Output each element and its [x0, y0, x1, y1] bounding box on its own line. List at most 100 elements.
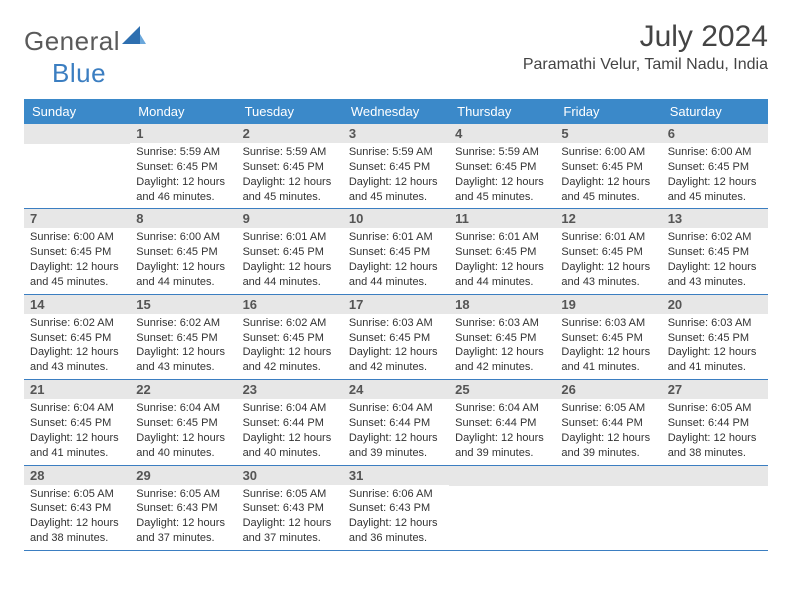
- empty-day-bar: [662, 466, 768, 486]
- daylight-line: Daylight: 12 hours and 44 minutes.: [349, 260, 443, 290]
- calendar-week-row: 21Sunrise: 6:04 AMSunset: 6:45 PMDayligh…: [24, 380, 768, 465]
- daylight-line: Daylight: 12 hours and 42 minutes.: [243, 345, 337, 375]
- calendar-day-cell: 14Sunrise: 6:02 AMSunset: 6:45 PMDayligh…: [24, 295, 130, 379]
- calendar-body: 1Sunrise: 5:59 AMSunset: 6:45 PMDaylight…: [24, 124, 768, 551]
- daylight-line: Daylight: 12 hours and 42 minutes.: [455, 345, 549, 375]
- day-number: 11: [449, 209, 555, 228]
- daylight-line: Daylight: 12 hours and 45 minutes.: [668, 175, 762, 205]
- sunrise-line: Sunrise: 6:01 AM: [349, 230, 443, 245]
- calendar-week-row: 7Sunrise: 6:00 AMSunset: 6:45 PMDaylight…: [24, 209, 768, 294]
- day-details: Sunrise: 6:00 AMSunset: 6:45 PMDaylight:…: [130, 228, 236, 293]
- sunrise-line: Sunrise: 6:01 AM: [455, 230, 549, 245]
- sunset-line: Sunset: 6:43 PM: [243, 501, 337, 516]
- day-details: Sunrise: 6:00 AMSunset: 6:45 PMDaylight:…: [662, 143, 768, 208]
- weekday-header: Monday: [130, 99, 236, 124]
- day-details: Sunrise: 6:03 AMSunset: 6:45 PMDaylight:…: [555, 314, 661, 379]
- sunset-line: Sunset: 6:43 PM: [349, 501, 443, 516]
- day-details: Sunrise: 5:59 AMSunset: 6:45 PMDaylight:…: [130, 143, 236, 208]
- calendar-day-cell: 31Sunrise: 6:06 AMSunset: 6:43 PMDayligh…: [343, 466, 449, 550]
- day-details: Sunrise: 5:59 AMSunset: 6:45 PMDaylight:…: [449, 143, 555, 208]
- weekday-header: Saturday: [662, 99, 768, 124]
- sunrise-line: Sunrise: 5:59 AM: [349, 145, 443, 160]
- day-details: Sunrise: 6:05 AMSunset: 6:43 PMDaylight:…: [237, 485, 343, 550]
- daylight-line: Daylight: 12 hours and 39 minutes.: [349, 431, 443, 461]
- daylight-line: Daylight: 12 hours and 37 minutes.: [243, 516, 337, 546]
- day-number: 6: [662, 124, 768, 143]
- sunrise-line: Sunrise: 6:05 AM: [136, 487, 230, 502]
- daylight-line: Daylight: 12 hours and 43 minutes.: [561, 260, 655, 290]
- daylight-line: Daylight: 12 hours and 44 minutes.: [455, 260, 549, 290]
- sunset-line: Sunset: 6:45 PM: [455, 245, 549, 260]
- day-number: 18: [449, 295, 555, 314]
- daylight-line: Daylight: 12 hours and 45 minutes.: [561, 175, 655, 205]
- calendar-day-cell: 21Sunrise: 6:04 AMSunset: 6:45 PMDayligh…: [24, 380, 130, 464]
- calendar-day-cell: 28Sunrise: 6:05 AMSunset: 6:43 PMDayligh…: [24, 466, 130, 550]
- sunrise-line: Sunrise: 6:04 AM: [30, 401, 124, 416]
- day-number: 28: [24, 466, 130, 485]
- daylight-line: Daylight: 12 hours and 42 minutes.: [349, 345, 443, 375]
- calendar-day-cell: 25Sunrise: 6:04 AMSunset: 6:44 PMDayligh…: [449, 380, 555, 464]
- calendar-day-cell: 11 Sunrise: 6:01 AMSunset: 6:45 PMDayligh…: [449, 209, 555, 293]
- sunset-line: Sunset: 6:44 PM: [455, 416, 549, 431]
- day-number: 14: [24, 295, 130, 314]
- day-details: Sunrise: 6:04 AMSunset: 6:44 PMDaylight:…: [449, 399, 555, 464]
- day-details: Sunrise: 6:03 AMSunset: 6:45 PMDaylight:…: [662, 314, 768, 379]
- daylight-line: Daylight: 12 hours and 43 minutes.: [136, 345, 230, 375]
- daylight-line: Daylight: 12 hours and 45 minutes.: [30, 260, 124, 290]
- daylight-line: Daylight: 12 hours and 39 minutes.: [561, 431, 655, 461]
- sunrise-line: Sunrise: 6:06 AM: [349, 487, 443, 502]
- day-number: 23: [237, 380, 343, 399]
- sunset-line: Sunset: 6:44 PM: [561, 416, 655, 431]
- sunset-line: Sunset: 6:45 PM: [455, 331, 549, 346]
- day-details: Sunrise: 6:01 AMSunset: 6:45 PMDaylight:…: [343, 228, 449, 293]
- day-number: 24: [343, 380, 449, 399]
- sunset-line: Sunset: 6:45 PM: [668, 245, 762, 260]
- day-number: 27: [662, 380, 768, 399]
- day-number: 19: [555, 295, 661, 314]
- day-number: 7: [24, 209, 130, 228]
- day-number: 21: [24, 380, 130, 399]
- sunset-line: Sunset: 6:45 PM: [561, 245, 655, 260]
- sunset-line: Sunset: 6:45 PM: [561, 331, 655, 346]
- sunset-line: Sunset: 6:45 PM: [455, 160, 549, 175]
- day-number: 1: [130, 124, 236, 143]
- calendar-day-cell: 4Sunrise: 5:59 AMSunset: 6:45 PMDaylight…: [449, 124, 555, 208]
- calendar-day-cell: 19Sunrise: 6:03 AMSunset: 6:45 PMDayligh…: [555, 295, 661, 379]
- daylight-line: Daylight: 12 hours and 38 minutes.: [668, 431, 762, 461]
- calendar-day-cell: [449, 466, 555, 550]
- daylight-line: Daylight: 12 hours and 37 minutes.: [136, 516, 230, 546]
- calendar-day-cell: 12Sunrise: 6:01 AMSunset: 6:45 PMDayligh…: [555, 209, 661, 293]
- brand-sail-icon: [122, 26, 146, 49]
- sunrise-line: Sunrise: 6:04 AM: [243, 401, 337, 416]
- sunset-line: Sunset: 6:45 PM: [349, 160, 443, 175]
- sunset-line: Sunset: 6:45 PM: [136, 416, 230, 431]
- day-details: Sunrise: 6:02 AMSunset: 6:45 PMDaylight:…: [662, 228, 768, 293]
- daylight-line: Daylight: 12 hours and 40 minutes.: [136, 431, 230, 461]
- sunset-line: Sunset: 6:45 PM: [561, 160, 655, 175]
- calendar-day-cell: 16Sunrise: 6:02 AMSunset: 6:45 PMDayligh…: [237, 295, 343, 379]
- day-details: Sunrise: 6:05 AMSunset: 6:43 PMDaylight:…: [24, 485, 130, 550]
- sunset-line: Sunset: 6:44 PM: [243, 416, 337, 431]
- calendar-day-cell: 5Sunrise: 6:00 AMSunset: 6:45 PMDaylight…: [555, 124, 661, 208]
- sunrise-line: Sunrise: 6:05 AM: [668, 401, 762, 416]
- calendar-day-cell: 18Sunrise: 6:03 AMSunset: 6:45 PMDayligh…: [449, 295, 555, 379]
- weekday-header: Sunday: [24, 99, 130, 124]
- calendar: SundayMondayTuesdayWednesdayThursdayFrid…: [24, 99, 768, 551]
- day-details: Sunrise: 6:03 AMSunset: 6:45 PMDaylight:…: [449, 314, 555, 379]
- sunset-line: Sunset: 6:45 PM: [30, 331, 124, 346]
- sunset-line: Sunset: 6:45 PM: [136, 245, 230, 260]
- day-number: 2: [237, 124, 343, 143]
- day-details: Sunrise: 6:02 AMSunset: 6:45 PMDaylight:…: [237, 314, 343, 379]
- calendar-day-cell: 15Sunrise: 6:02 AMSunset: 6:45 PMDayligh…: [130, 295, 236, 379]
- calendar-day-cell: 23Sunrise: 6:04 AMSunset: 6:44 PMDayligh…: [237, 380, 343, 464]
- day-number: 20: [662, 295, 768, 314]
- day-number: 30: [237, 466, 343, 485]
- sunrise-line: Sunrise: 6:03 AM: [561, 316, 655, 331]
- sunset-line: Sunset: 6:45 PM: [30, 245, 124, 260]
- day-details: Sunrise: 6:02 AMSunset: 6:45 PMDaylight:…: [24, 314, 130, 379]
- day-details: Sunrise: 5:59 AMSunset: 6:45 PMDaylight:…: [343, 143, 449, 208]
- sunset-line: Sunset: 6:43 PM: [136, 501, 230, 516]
- day-details: Sunrise: 6:00 AMSunset: 6:45 PMDaylight:…: [555, 143, 661, 208]
- sunset-line: Sunset: 6:45 PM: [243, 331, 337, 346]
- calendar-day-cell: [24, 124, 130, 208]
